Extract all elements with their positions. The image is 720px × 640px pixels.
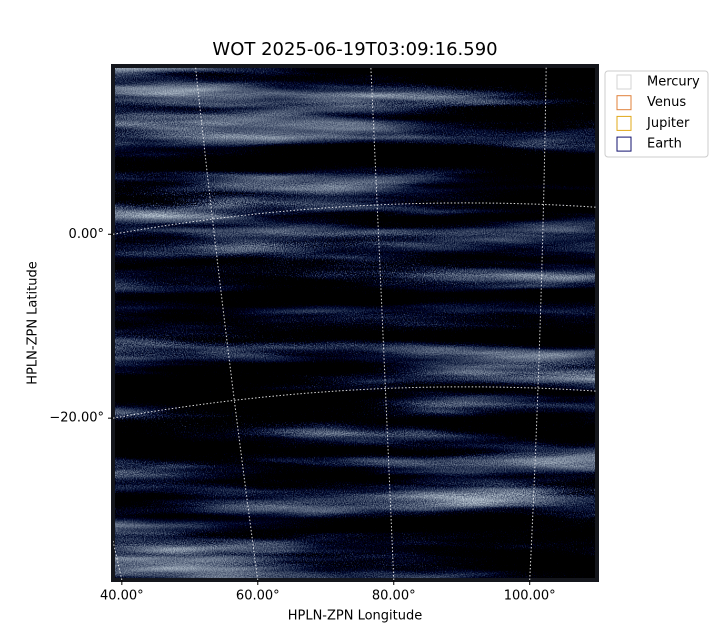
legend-label: Jupiter bbox=[646, 116, 690, 131]
x-tick-label: 60.00° bbox=[236, 589, 280, 604]
x-axis-label: HPLN-ZPN Longitude bbox=[288, 609, 423, 624]
grid-line bbox=[194, 66, 259, 580]
y-axis-label: HPLN-ZPN Latitude bbox=[26, 261, 41, 384]
chart-title: WOT 2025-06-19T03:09:16.590 bbox=[212, 39, 497, 60]
legend-marker bbox=[616, 136, 632, 152]
legend-marker bbox=[616, 115, 632, 131]
grid-line bbox=[370, 66, 395, 580]
legend-label: Mercury bbox=[647, 75, 700, 90]
image bbox=[115, 68, 595, 578]
grid-line bbox=[529, 66, 547, 580]
grid-line bbox=[113, 386, 597, 419]
grid bbox=[113, 66, 597, 580]
x-tick-label: 80.00° bbox=[372, 589, 416, 604]
legend-label: Venus bbox=[647, 95, 686, 110]
grid-line bbox=[113, 202, 597, 235]
legend bbox=[604, 70, 709, 158]
legend-marker bbox=[616, 74, 632, 90]
y-tick-label: −20.00° bbox=[49, 411, 104, 426]
x-tick-label: 100.00° bbox=[504, 589, 556, 604]
legend-label: Earth bbox=[647, 137, 682, 152]
y-tick-label: 0.00° bbox=[69, 227, 104, 242]
x-tick-label: 40.00° bbox=[100, 589, 144, 604]
legend-marker bbox=[616, 95, 632, 111]
